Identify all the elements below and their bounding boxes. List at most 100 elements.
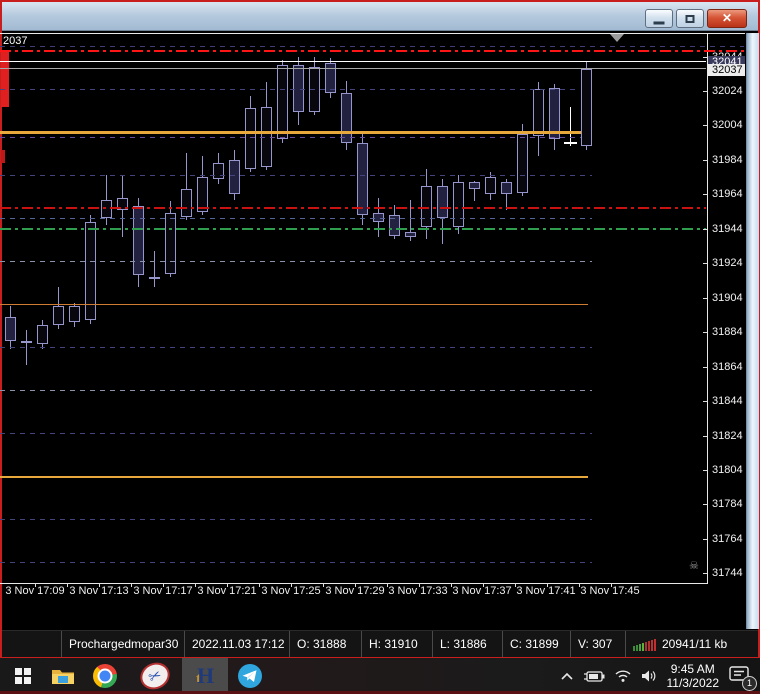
window-border-right bbox=[758, 0, 760, 658]
taskbar-app-snipping-tool[interactable]: ✂ bbox=[135, 657, 175, 694]
price-axis-label: 31884 bbox=[712, 326, 743, 338]
connection-traffic-text: 20941/11 kb bbox=[662, 637, 728, 651]
candle-body bbox=[549, 87, 560, 140]
candle-wick bbox=[154, 251, 155, 288]
candle-body bbox=[181, 189, 192, 217]
candle-body bbox=[213, 163, 224, 179]
system-tray: 9:45 AM 11/3/2022 1 bbox=[560, 658, 757, 694]
price-axis-tick bbox=[703, 125, 707, 126]
status-cell-profile bbox=[2, 631, 62, 657]
price-axis-label: 32024 bbox=[712, 85, 743, 97]
status-cell-low: L: 31886 bbox=[433, 631, 503, 657]
price-axis-label: 31944 bbox=[712, 223, 743, 235]
chart-frame-top bbox=[0, 33, 745, 34]
price-axis-label: 31824 bbox=[712, 430, 743, 442]
price-axis-tick bbox=[703, 332, 707, 333]
candle-wick bbox=[506, 178, 507, 210]
chrome-icon bbox=[93, 664, 117, 688]
price-axis-tick bbox=[703, 91, 707, 92]
vertical-scrollbar[interactable] bbox=[746, 33, 759, 629]
candle-body bbox=[533, 89, 544, 136]
price-level-line bbox=[0, 562, 592, 563]
restore-button[interactable] bbox=[676, 9, 704, 28]
taskbar-app-file-explorer[interactable] bbox=[46, 658, 80, 694]
price-level-line bbox=[0, 50, 744, 52]
price-level-line bbox=[0, 89, 580, 90]
taskbar-app-chrome[interactable] bbox=[88, 658, 122, 694]
window-border-top bbox=[0, 0, 760, 2]
h-app-icon: tH bbox=[195, 663, 215, 688]
taskbar-app-telegram[interactable] bbox=[233, 658, 267, 694]
price-axis-tick bbox=[703, 263, 707, 264]
price-level-line bbox=[0, 46, 744, 47]
time-axis-tick bbox=[227, 583, 228, 587]
price-axis-label: 31864 bbox=[712, 361, 743, 373]
price-axis-label: 31844 bbox=[712, 395, 743, 407]
candle-body bbox=[261, 106, 272, 167]
tray-chevron-up-icon[interactable] bbox=[560, 671, 574, 681]
candle-body bbox=[277, 65, 288, 140]
candle-body bbox=[229, 159, 240, 195]
candle-body bbox=[5, 316, 16, 341]
time-axis-label: 3 Nov 17:09 bbox=[5, 585, 65, 597]
notification-center-icon[interactable]: 1 bbox=[728, 665, 757, 691]
time-axis-label: 3 Nov 17:29 bbox=[325, 585, 385, 597]
time-axis-tick bbox=[451, 583, 452, 587]
candlestick-chart[interactable] bbox=[0, 30, 760, 630]
candle-body bbox=[357, 142, 368, 216]
telegram-icon bbox=[237, 663, 263, 689]
chart-frame-right bbox=[707, 33, 708, 583]
price-axis-tick bbox=[703, 401, 707, 402]
time-axis-tick bbox=[579, 583, 580, 587]
red-price-marker bbox=[1, 52, 9, 107]
price-axis-label: 32004 bbox=[712, 119, 743, 131]
candle-body bbox=[437, 185, 448, 219]
price-axis-label: 31764 bbox=[712, 533, 743, 545]
candle-body bbox=[85, 221, 96, 321]
price-level-line bbox=[0, 261, 592, 262]
candle-body bbox=[245, 108, 256, 169]
candle-body bbox=[133, 206, 144, 276]
time-axis-tick bbox=[67, 583, 68, 587]
time-axis-tick bbox=[35, 583, 36, 587]
time-axis-tick bbox=[419, 583, 420, 587]
taskbar[interactable]: 9:45 AM 11/3/2022 1 ✂ tH bbox=[0, 657, 760, 694]
time-axis-label: 3 Nov 17:41 bbox=[516, 585, 576, 597]
candle-body bbox=[165, 213, 176, 274]
time-axis-tick bbox=[291, 583, 292, 587]
wifi-icon[interactable] bbox=[614, 669, 632, 683]
taskbar-clock[interactable]: 9:45 AM 11/3/2022 bbox=[667, 662, 720, 690]
price-level-line bbox=[0, 131, 581, 134]
candle-marker-bar bbox=[564, 141, 577, 144]
candle-body bbox=[37, 325, 48, 345]
status-cell-account: Prochargedmopar30 bbox=[62, 631, 185, 657]
candle-body bbox=[117, 197, 128, 210]
candle-body bbox=[453, 182, 464, 228]
price-axis-label: 31984 bbox=[712, 154, 743, 166]
price-axis-label: 31904 bbox=[712, 292, 743, 304]
close-button[interactable]: ✕ bbox=[707, 9, 747, 28]
price-axis-label: 31964 bbox=[712, 188, 743, 200]
battery-icon[interactable] bbox=[583, 670, 605, 683]
taskbar-app-h-app[interactable]: tH bbox=[182, 658, 228, 694]
volume-icon[interactable] bbox=[641, 669, 658, 683]
bid-price-label: 32037 bbox=[708, 64, 745, 76]
clock-date: 11/3/2022 bbox=[666, 676, 720, 690]
status-cell-high: H: 31910 bbox=[362, 631, 433, 657]
price-axis-tick bbox=[703, 160, 707, 161]
price-level-line bbox=[0, 390, 592, 391]
price-axis-tick bbox=[703, 367, 707, 368]
status-cell-connection: 20941/11 kb bbox=[626, 631, 758, 657]
candle-body bbox=[517, 134, 528, 193]
time-axis-tick bbox=[483, 583, 484, 587]
title-bar[interactable]: ✕ bbox=[2, 2, 758, 31]
time-axis-label: 3 Nov 17:17 bbox=[133, 585, 193, 597]
candle-body bbox=[197, 177, 208, 212]
price-level-line bbox=[0, 61, 706, 62]
time-axis-tick bbox=[131, 583, 132, 587]
minimize-button[interactable] bbox=[645, 9, 673, 28]
taskbar-app-windows-start[interactable] bbox=[6, 658, 40, 694]
price-axis-tick bbox=[703, 229, 707, 230]
price-level-line bbox=[0, 207, 706, 209]
